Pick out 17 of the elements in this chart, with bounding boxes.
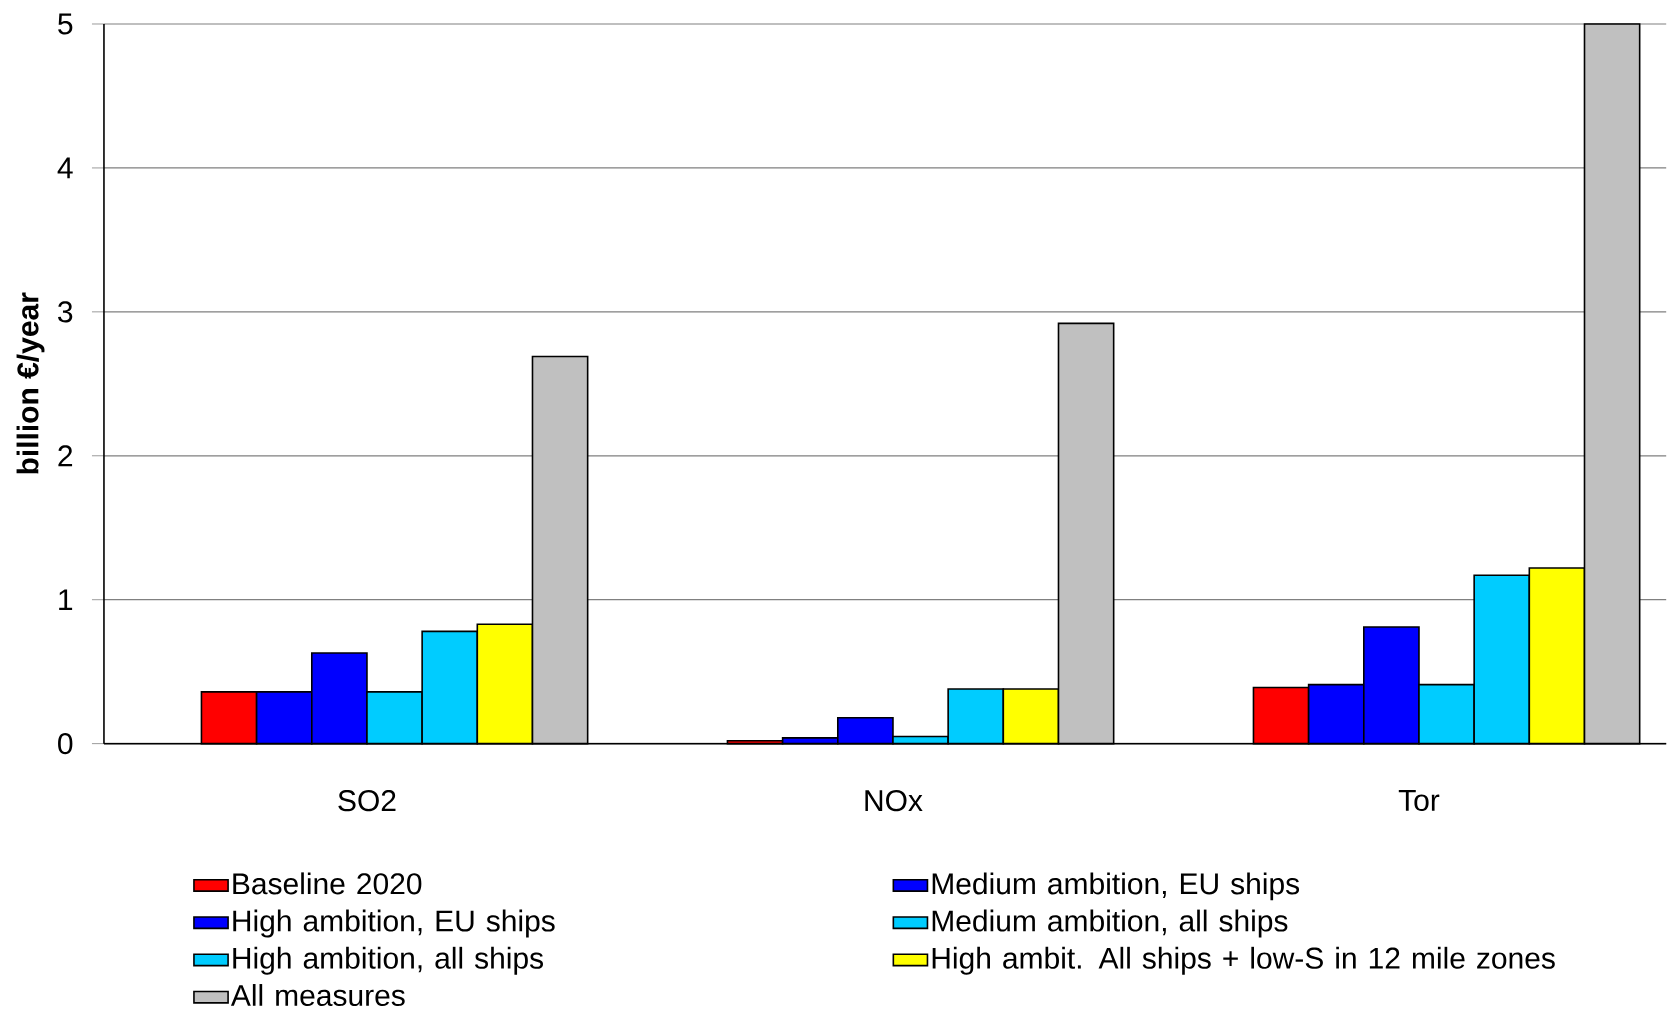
legend-label: All measures [230,983,405,1006]
x-tick-label: NOx [865,789,923,812]
x-tick-label: SO2 [338,789,396,812]
y-tick-label: 0 [58,732,73,755]
y-tick-label: 2 [58,445,73,467]
y-axis-title: billion €/year [16,292,45,474]
legend-label: High ambit. All ships + low-S in 12 mile zones [932,946,1555,975]
y-tick-label: 1 [59,589,73,610]
y-tick-label: 3 [58,301,73,323]
y-tick-label: 4 [57,157,73,179]
legend-label: High ambition, EU ships [233,909,555,938]
x-tick-label: Tor [1398,789,1440,811]
legend-label: Medium ambition, all ships [932,909,1288,938]
y-tick-label: 5 [58,13,73,35]
legend-label: High ambition, all ships [233,946,543,975]
legend-label: Baseline 2020 [233,872,422,895]
legend-label: Medium ambition, EU ships [932,872,1300,901]
